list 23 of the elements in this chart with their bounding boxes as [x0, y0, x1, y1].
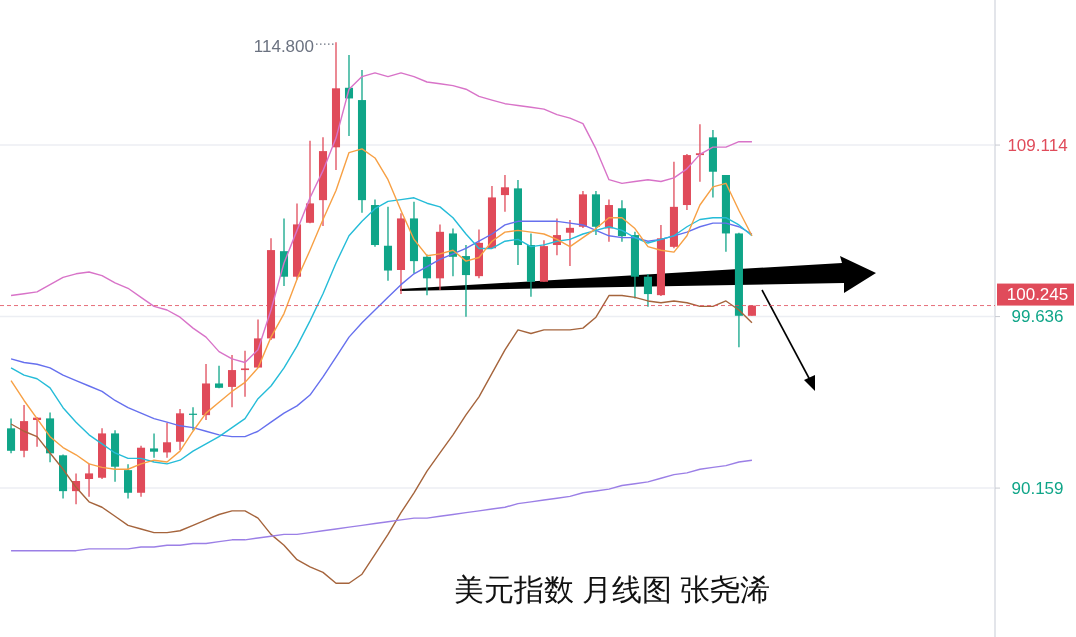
candlestick: [643, 273, 652, 308]
candlestick: [500, 174, 509, 213]
y-tick-label: 99.636: [1011, 307, 1064, 327]
line-series: [10, 197, 753, 465]
y-tick-label: 109.114: [1007, 135, 1068, 155]
candlestick: [163, 422, 172, 459]
annotation: 114.800: [253, 36, 314, 56]
candlestick: [227, 354, 237, 408]
candlestick: [150, 432, 159, 459]
candlestick: [85, 462, 94, 498]
candlestick: [565, 219, 574, 267]
candlestick: [124, 463, 133, 500]
candlestick: [422, 253, 432, 296]
ref-line-label: 100.245: [1006, 285, 1069, 305]
candlestick: [7, 417, 16, 454]
candlestick: [240, 350, 250, 398]
line-series: [10, 72, 753, 364]
y-tick-label: 90.159: [1011, 478, 1064, 498]
candlestick: [461, 244, 471, 318]
line-series: [10, 459, 753, 552]
candlestick: [448, 227, 458, 277]
text: 美元指数 月线图 张尧浠: [453, 572, 771, 606]
candlestick: [305, 140, 315, 224]
